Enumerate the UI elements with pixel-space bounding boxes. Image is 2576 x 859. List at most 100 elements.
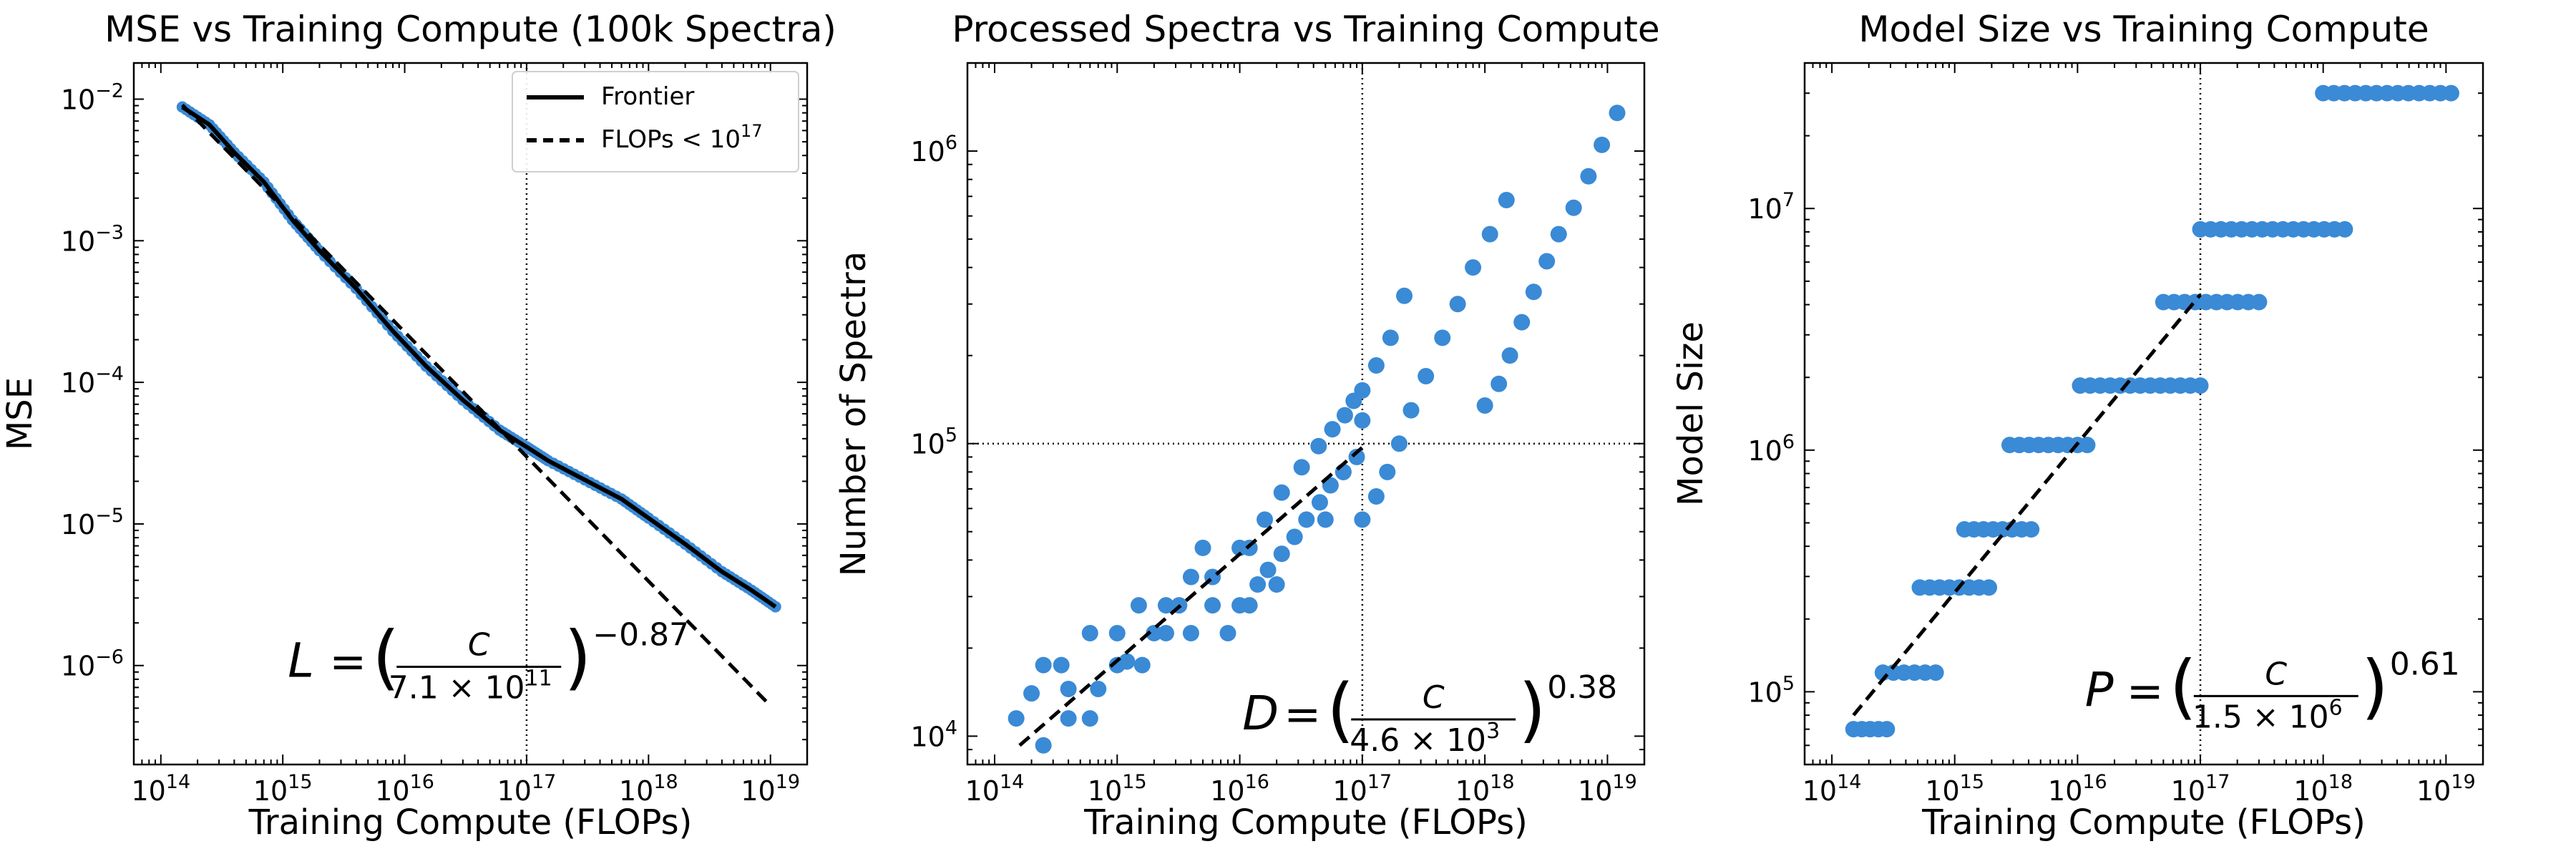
equation-denominator: 1.5 × 106	[2192, 695, 2343, 735]
equation-equals: =	[329, 636, 366, 688]
equation-paren-right: )	[1518, 669, 1546, 751]
y-axis-label: Number of Spectra	[834, 251, 874, 576]
data-point	[1133, 656, 1151, 674]
data-point	[1434, 329, 1451, 346]
x-tick-label: 1018	[1455, 771, 1515, 807]
data-point	[1449, 296, 1466, 313]
data-point	[1311, 494, 1328, 511]
data-point	[1491, 375, 1508, 392]
tick-marks	[1804, 62, 2484, 765]
equation-denominator: 4.6 × 103	[1350, 719, 1500, 759]
y-tick-label: 10−6	[61, 646, 124, 682]
x-tick-label: 1015	[1088, 771, 1147, 807]
data-point	[1273, 545, 1290, 563]
equation-numerator: C	[468, 627, 490, 664]
data-point	[1322, 477, 1339, 494]
data-point	[1194, 539, 1211, 556]
data-point	[1182, 624, 1199, 641]
equation-paren-left: (	[2170, 646, 2197, 727]
x-tick-label: 1016	[2048, 771, 2107, 807]
x-axis-label: Training Compute (FLOPs)	[248, 802, 693, 843]
data-point	[1060, 680, 1077, 697]
data-point	[1081, 624, 1098, 641]
equation-paren-right: )	[2361, 646, 2389, 727]
data-points	[1845, 84, 2459, 738]
x-tick-label: 1019	[1578, 771, 1637, 807]
data-point	[1367, 487, 1385, 505]
x-tick-label: 1017	[497, 771, 557, 807]
power-law-fit-line	[1852, 293, 2202, 717]
y-tick-label: 106	[1747, 431, 1795, 467]
data-point	[1317, 511, 1334, 528]
data-point	[2079, 437, 2096, 454]
equation-equals: =	[2127, 664, 2164, 717]
data-point	[1293, 459, 1310, 476]
power-law-equation: P =(C1.5 × 106) 0.61	[2085, 646, 2460, 735]
data-point	[1382, 329, 1399, 346]
data-point	[1259, 561, 1277, 578]
y-axis-label: MSE	[0, 377, 40, 450]
data-point	[1609, 105, 1626, 122]
legend: Frontier FLOPs < 1017	[512, 71, 799, 173]
chart-panel-1: MSE vs Training Compute (100k Spectra) 10…	[0, 9, 836, 843]
plot-frame	[966, 62, 1646, 766]
x-tick-label: 1019	[741, 771, 800, 807]
data-point	[1249, 576, 1267, 593]
data-point	[1035, 656, 1052, 674]
x-tick-label: 1019	[2416, 771, 2476, 807]
equation-lhs: P	[2085, 662, 2114, 717]
data-point	[1268, 576, 1285, 593]
legend-label: FLOPs < 1017	[601, 121, 763, 154]
tick-marks	[967, 62, 1645, 765]
equation-exponent: 0.38	[1547, 669, 1617, 706]
plot-frame	[1803, 62, 2484, 766]
data-point	[1008, 710, 1025, 727]
data-point	[1324, 421, 1341, 438]
data-point	[1108, 624, 1126, 641]
data-point	[1354, 412, 1371, 429]
y-tick-label: 104	[910, 717, 957, 752]
y-tick-label: 107	[1747, 189, 1795, 225]
data-point	[1053, 656, 1070, 674]
data-point	[1204, 597, 1221, 614]
data-point	[1927, 664, 1944, 681]
x-axis-label: Training Compute (FLOPs)	[1921, 802, 2366, 843]
equation-lhs: D	[1242, 686, 1279, 741]
y-tick-label: 105	[910, 424, 957, 460]
x-tick-label: 1018	[2293, 771, 2353, 807]
data-point	[1336, 407, 1353, 424]
data-point	[1498, 191, 1515, 208]
data-point	[1418, 368, 1435, 385]
data-point	[1146, 624, 1163, 641]
x-tick-label: 1014	[1802, 771, 1862, 807]
x-tick-label: 1017	[2171, 771, 2230, 807]
data-point	[1182, 568, 1199, 586]
x-tick-label: 1016	[375, 771, 434, 807]
data-point	[1157, 624, 1174, 641]
x-tick-label: 1015	[1925, 771, 1984, 807]
equation-paren-left: (	[372, 617, 399, 699]
power-law-fit-line	[1018, 446, 1364, 747]
equation-numerator: C	[1423, 679, 1445, 716]
data-point	[1081, 710, 1098, 727]
data-point	[1023, 685, 1040, 702]
equation-exponent: −0.87	[592, 617, 689, 654]
data-point	[1298, 511, 1315, 528]
equation-paren-left: (	[1327, 669, 1354, 751]
y-tick-label: 10−5	[61, 505, 124, 540]
data-point	[1525, 283, 1542, 301]
data-point	[2336, 220, 2353, 238]
data-point	[1396, 287, 1413, 304]
data-point	[1565, 199, 1582, 216]
data-point	[1878, 721, 1896, 738]
y-tick-label: 10−2	[61, 79, 124, 115]
data-point	[1273, 484, 1290, 501]
equation-numerator: C	[2265, 656, 2287, 692]
data-point	[1550, 225, 1567, 243]
power-law-equation: D =(C4.6 × 103) 0.38	[1242, 669, 1617, 759]
data-point	[1354, 511, 1371, 528]
data-point	[1060, 710, 1077, 727]
chart-panel-3: Model Size vs Training Compute 1014 1015 10…	[1671, 9, 2484, 843]
x-tick-label: 1016	[1210, 771, 1269, 807]
